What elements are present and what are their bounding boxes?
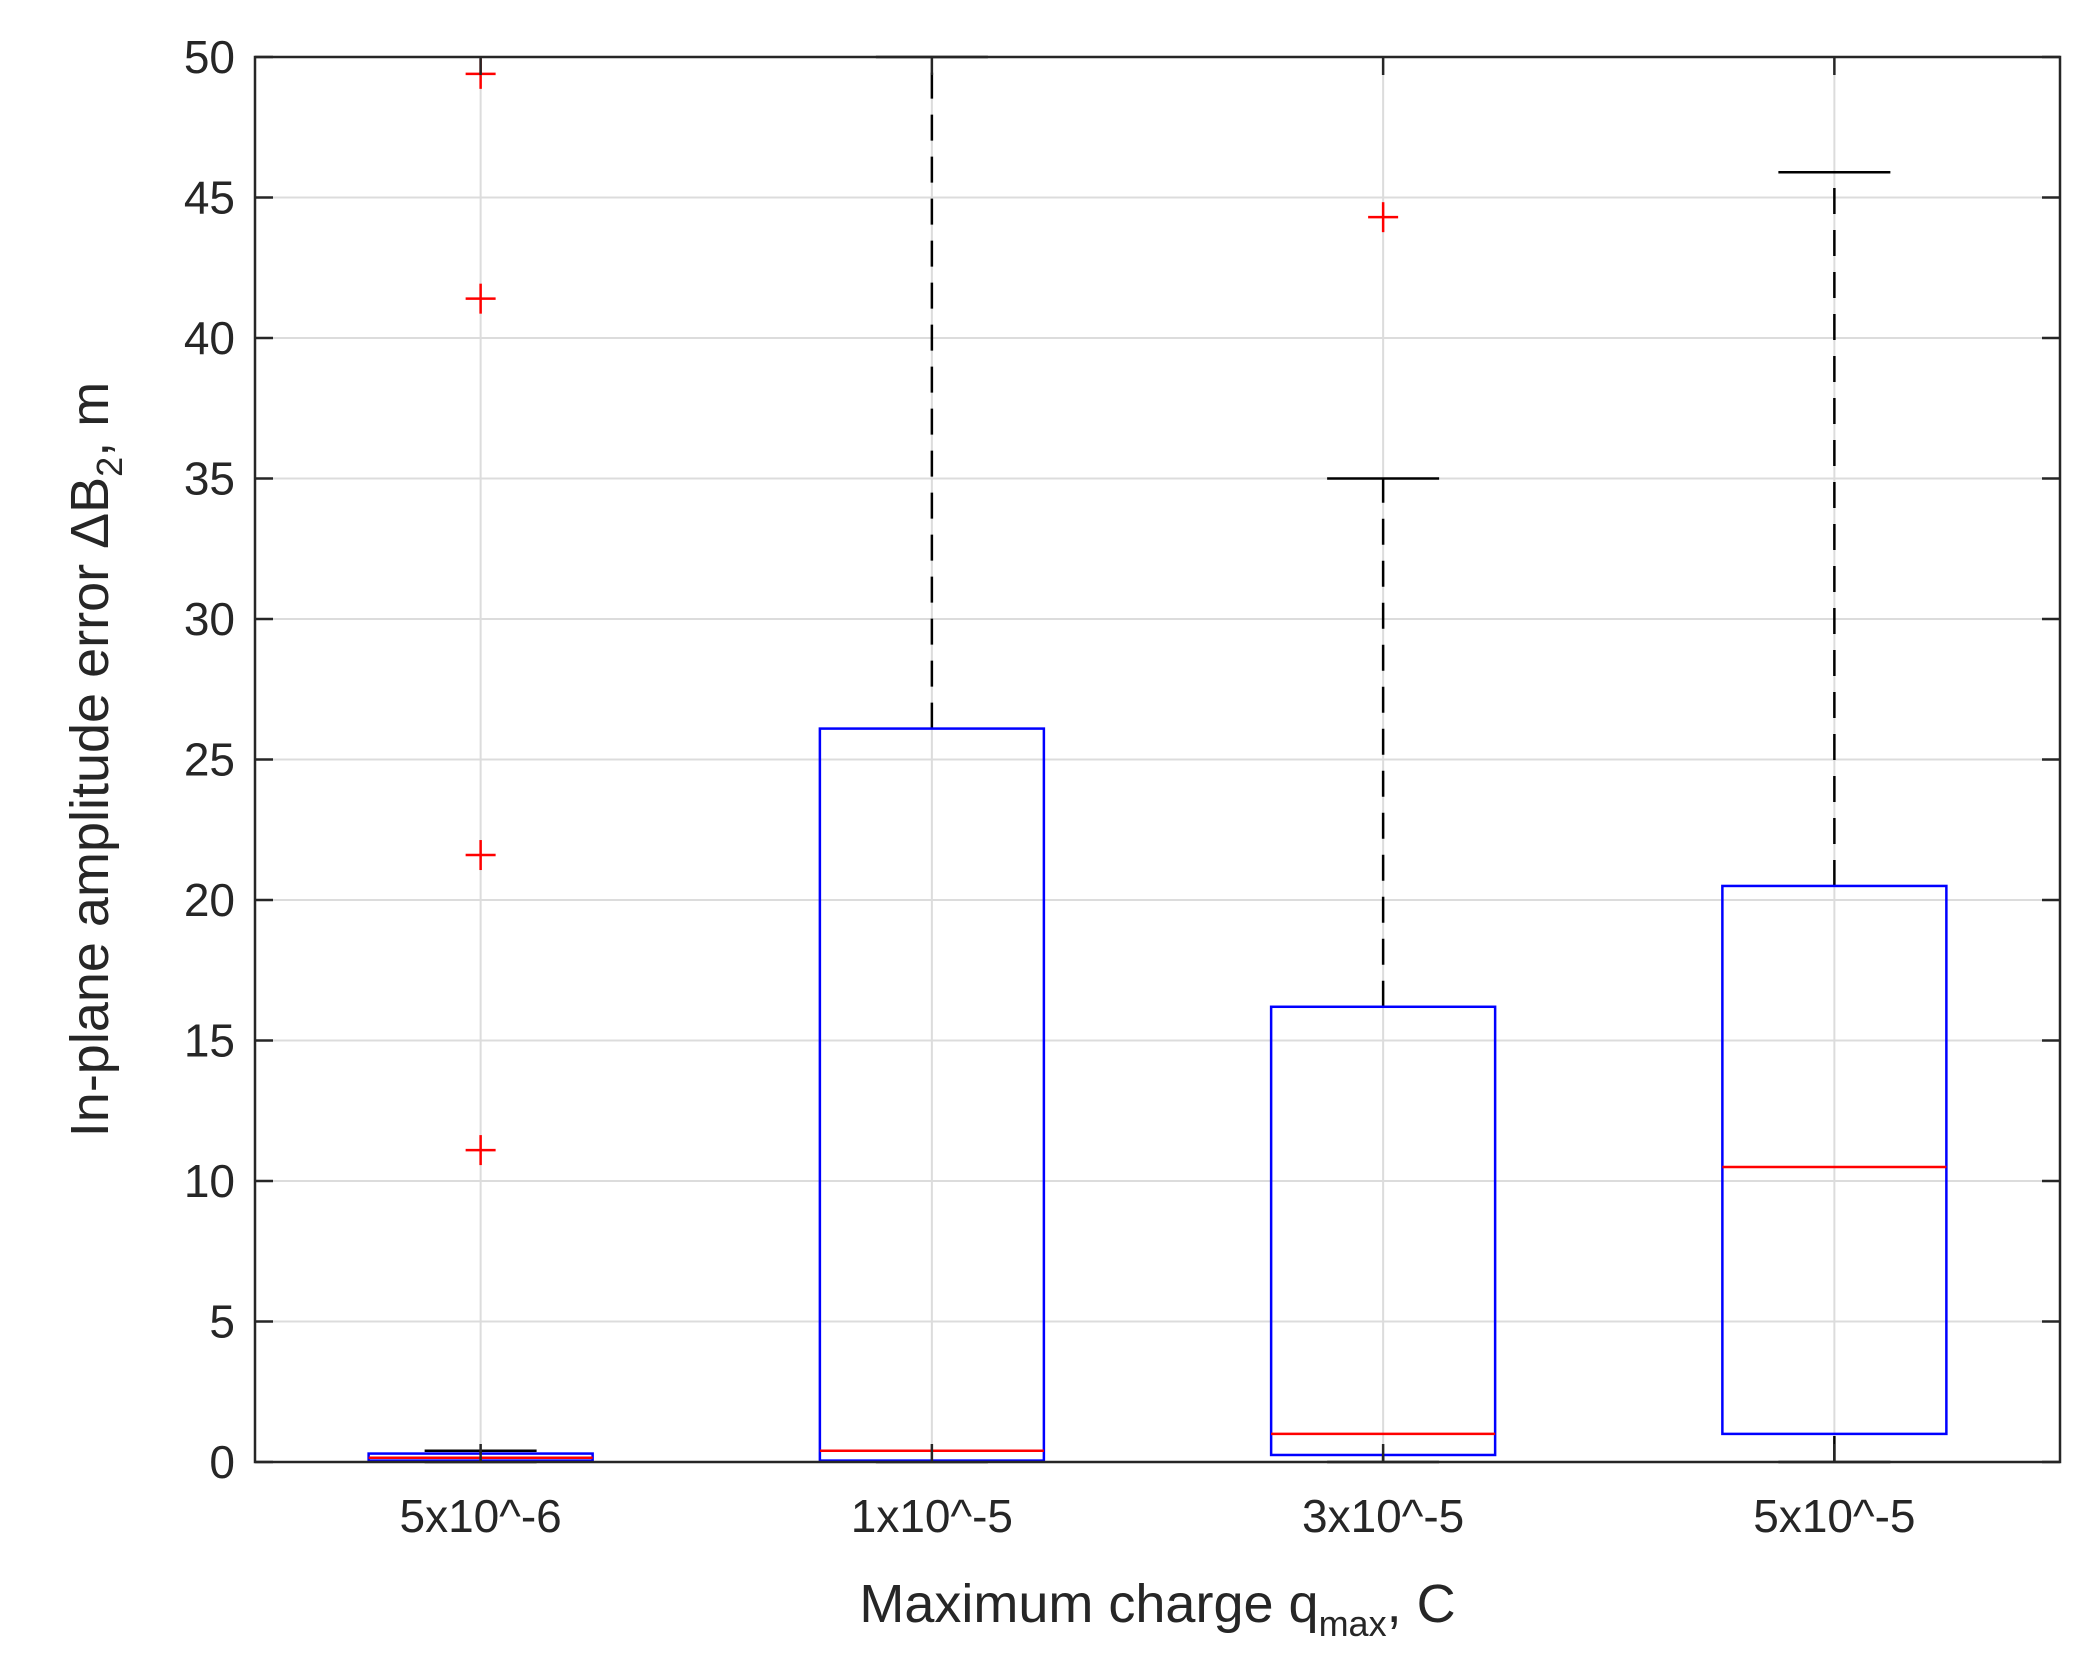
outlier-marker — [465, 283, 496, 314]
x-axis-label-prefix: Maximum charge q — [859, 1574, 1318, 1634]
x-axis-label-suffix: , C — [1387, 1574, 1456, 1634]
y-axis-label: In-plane amplitude error ΔB2, m — [60, 382, 130, 1137]
ticks-layer: 0 5 10 15 20 25 30 35 40 45 50 5x10^-6 1x10^-5 3x10^-… — [184, 31, 2060, 1542]
y-axis-label-suffix: , m — [60, 382, 120, 457]
outlier-marker — [465, 1135, 496, 1166]
x-tick-label: 5x10^-6 — [400, 1490, 562, 1542]
y-tick-label: 5 — [209, 1296, 235, 1348]
y-axis-label-symbol: B — [60, 477, 120, 513]
y-tick-label: 35 — [184, 453, 235, 505]
y-tick-label: 0 — [209, 1436, 235, 1488]
x-axis-label-subscript: max — [1319, 1603, 1387, 1644]
y-tick-label: 20 — [184, 874, 235, 926]
x-tick-label: 3x10^-5 — [1302, 1490, 1464, 1542]
y-tick-label: 10 — [184, 1155, 235, 1207]
y-tick-label: 30 — [184, 593, 235, 645]
box-iqr — [1721, 884, 1948, 1436]
outlier-marker — [1368, 202, 1399, 233]
y-axis-label-prefix: In-plane amplitude error — [60, 549, 120, 1137]
y-tick-label: 50 — [184, 31, 235, 83]
outlier-marker — [465, 840, 496, 871]
y-tick-label: 15 — [184, 1015, 235, 1067]
y-axis-label-delta: Δ — [60, 513, 120, 549]
x-tick-label: 5x10^-5 — [1753, 1490, 1915, 1542]
y-axis-label-subscript: 2 — [89, 457, 130, 477]
x-tick-label: 1x10^-5 — [851, 1490, 1013, 1542]
y-tick-label: 40 — [184, 312, 235, 364]
y-tick-label: 45 — [184, 172, 235, 224]
x-axis-label: Maximum charge qmax, C — [859, 1574, 1455, 1644]
y-tick-label: 25 — [184, 734, 235, 786]
